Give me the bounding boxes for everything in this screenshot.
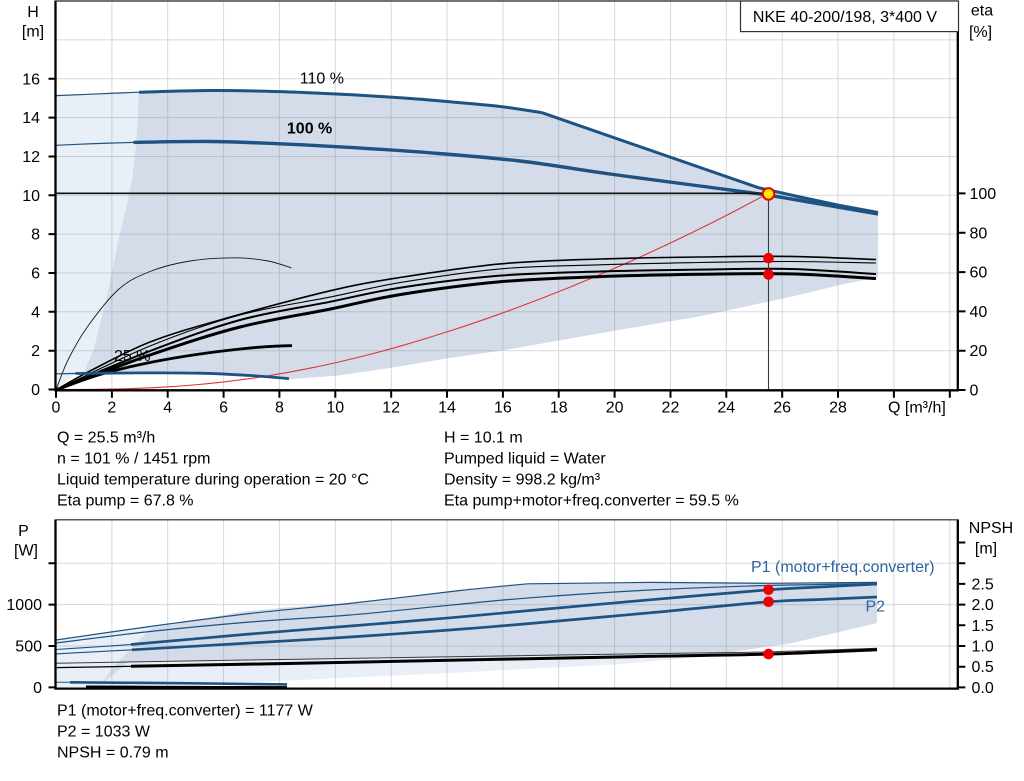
svg-text:NPSH: NPSH: [969, 520, 1013, 537]
svg-text:NKE 40-200/198, 3*400 V: NKE 40-200/198, 3*400 V: [753, 9, 937, 26]
svg-text:2.5: 2.5: [972, 576, 994, 593]
svg-text:1.5: 1.5: [972, 618, 994, 635]
svg-text:10: 10: [326, 400, 344, 417]
svg-text:24: 24: [717, 400, 735, 417]
svg-text:20: 20: [970, 343, 988, 360]
svg-text:16: 16: [22, 71, 40, 88]
svg-text:P2 = 1033 W: P2 = 1033 W: [57, 724, 151, 741]
svg-text:0: 0: [52, 400, 61, 417]
svg-text:22: 22: [662, 400, 680, 417]
svg-text:P1 (motor+freq.converter) = 11: P1 (motor+freq.converter) = 1177 W: [57, 703, 314, 720]
svg-text:8: 8: [31, 227, 40, 244]
svg-text:[%]: [%]: [969, 24, 992, 41]
svg-text:[W]: [W]: [14, 543, 38, 560]
svg-text:20: 20: [606, 400, 624, 417]
svg-text:12: 12: [22, 149, 40, 166]
svg-text:110 %: 110 %: [300, 71, 344, 88]
svg-text:12: 12: [382, 400, 400, 417]
svg-text:Q [m³/h]: Q [m³/h]: [888, 400, 946, 417]
svg-text:P: P: [18, 523, 29, 540]
svg-text:4: 4: [163, 400, 172, 417]
svg-text:[m]: [m]: [22, 24, 44, 41]
svg-text:Q = 25.5 m³/h: Q = 25.5 m³/h: [57, 430, 155, 447]
svg-text:40: 40: [970, 304, 988, 321]
svg-text:100: 100: [970, 186, 997, 203]
svg-text:14: 14: [438, 400, 456, 417]
svg-text:26: 26: [773, 400, 791, 417]
svg-text:60: 60: [970, 265, 988, 282]
svg-text:100 %: 100 %: [287, 121, 332, 138]
svg-text:NPSH = 0.79 m: NPSH = 0.79 m: [57, 745, 169, 762]
svg-text:2: 2: [107, 400, 116, 417]
svg-text:1000: 1000: [6, 597, 42, 614]
svg-text:28: 28: [829, 400, 847, 417]
svg-text:2: 2: [31, 343, 40, 360]
svg-text:14: 14: [22, 110, 40, 127]
svg-text:eta: eta: [971, 3, 993, 20]
svg-text:0: 0: [31, 382, 40, 399]
svg-text:0.5: 0.5: [972, 659, 994, 676]
svg-text:2.0: 2.0: [972, 597, 994, 614]
svg-text:Pumped liquid = Water: Pumped liquid = Water: [444, 451, 606, 468]
svg-text:500: 500: [15, 639, 42, 656]
svg-text:10: 10: [22, 188, 40, 205]
svg-text:0: 0: [970, 383, 979, 400]
svg-text:P1 (motor+freq.converter): P1 (motor+freq.converter): [751, 559, 935, 576]
svg-text:P2: P2: [866, 599, 886, 616]
svg-text:Eta pump = 67.8 %: Eta pump = 67.8 %: [57, 493, 194, 510]
svg-text:0: 0: [33, 680, 42, 697]
svg-text:Eta pump+motor+freq.converter: Eta pump+motor+freq.converter = 59.5 %: [444, 493, 739, 510]
svg-text:H: H: [27, 4, 39, 21]
svg-text:18: 18: [550, 400, 568, 417]
svg-text:n = 101 % / 1451 rpm: n = 101 % / 1451 rpm: [57, 451, 210, 468]
svg-text:Density = 998.2 kg/m³: Density = 998.2 kg/m³: [444, 472, 601, 489]
svg-text:80: 80: [970, 225, 988, 242]
svg-text:0.0: 0.0: [972, 680, 994, 697]
svg-text:6: 6: [219, 400, 228, 417]
svg-text:6: 6: [31, 265, 40, 282]
svg-text:H = 10.1 m: H = 10.1 m: [444, 430, 523, 447]
svg-text:Liquid temperature during oper: Liquid temperature during operation = 20…: [57, 472, 369, 489]
svg-text:1.0: 1.0: [972, 639, 994, 656]
svg-text:16: 16: [494, 400, 512, 417]
svg-text:25 %: 25 %: [114, 348, 150, 365]
svg-text:4: 4: [31, 304, 40, 321]
svg-text:[m]: [m]: [975, 541, 997, 558]
svg-text:8: 8: [275, 400, 284, 417]
